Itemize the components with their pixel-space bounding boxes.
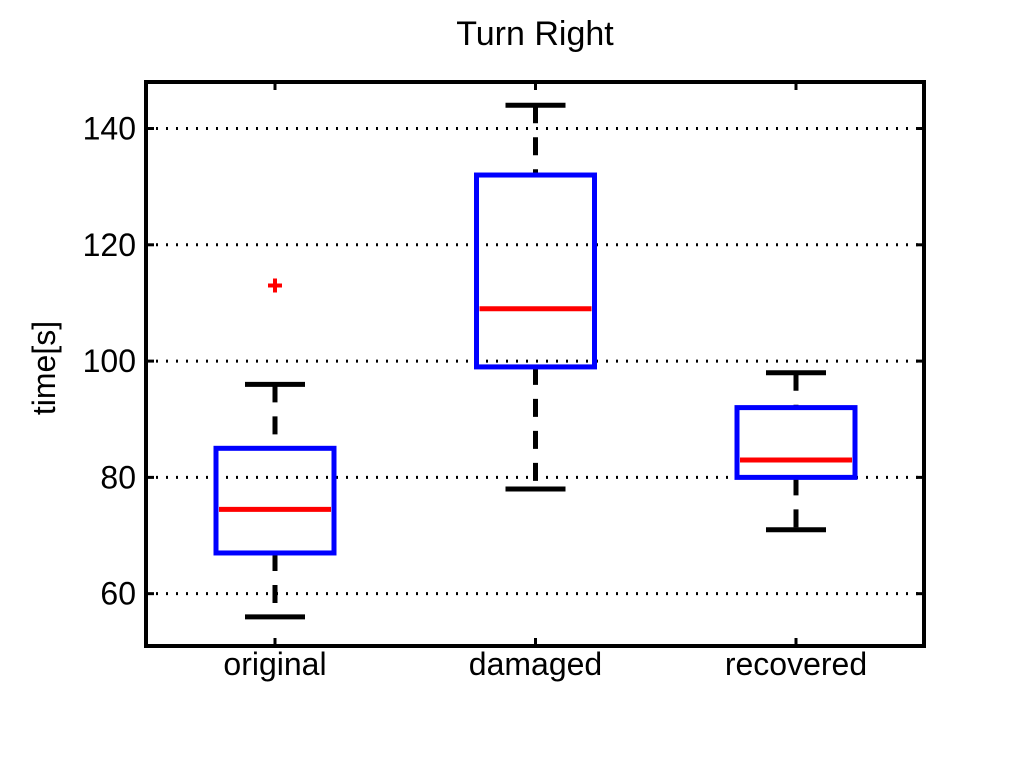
y-tick-label: 120: [83, 227, 136, 263]
plot-frame: [144, 80, 926, 648]
y-axis-label: time[s]: [26, 321, 62, 415]
y-tick-label: 140: [83, 111, 136, 147]
x-axis-ticks: original damaged recovered: [223, 82, 867, 682]
outlier-point: [268, 278, 282, 293]
x-tick-label: original: [223, 646, 326, 682]
iqr-box: [474, 172, 597, 370]
x-tick-label: damaged: [469, 646, 602, 682]
x-tick-label: recovered: [725, 646, 867, 682]
boxplot-series: [213, 102, 858, 620]
grid-lines: [146, 127, 924, 596]
chart-title: Turn Right: [456, 15, 614, 53]
box-group-original: [213, 278, 337, 620]
iqr-box: [734, 405, 858, 480]
y-tick-label: 100: [83, 343, 136, 379]
box-group-damaged: [474, 102, 597, 492]
y-axis-ticks: 60 80 100 120 140: [83, 111, 924, 612]
y-tick-label: 60: [100, 576, 136, 612]
iqr-box: [213, 445, 337, 556]
box-group-recovered: [734, 370, 858, 533]
y-tick-label: 80: [100, 459, 136, 495]
